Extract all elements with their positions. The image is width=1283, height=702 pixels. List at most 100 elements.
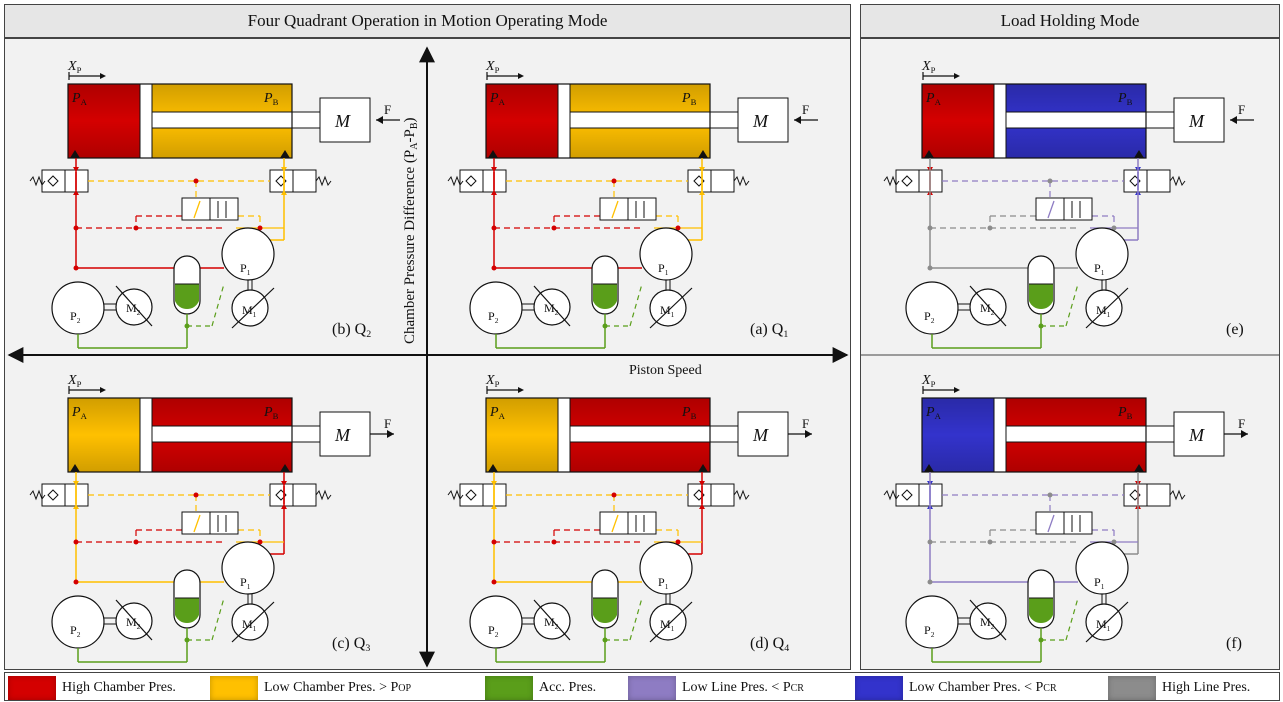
- legend-low-chamber-cr: Low Chamber Pres. < P CR: [855, 674, 1057, 702]
- acc-pilot-up: [1065, 597, 1079, 641]
- cylinder-body: [67, 83, 293, 159]
- accumulator-fluid: [175, 598, 199, 623]
- motor-m1: [1085, 289, 1123, 327]
- legend-high-line: High Line Pres.: [1108, 674, 1250, 702]
- motor-m2-var: [969, 285, 1007, 327]
- piston-rod: [1005, 111, 1175, 129]
- acc-pilot-up: [1065, 283, 1079, 327]
- valve-left-check: [47, 175, 59, 187]
- acc-pilot-up: [629, 283, 643, 327]
- junction-dot: [675, 539, 681, 545]
- xp-arrowhead: [100, 387, 106, 393]
- junction-dot: [73, 265, 79, 271]
- motor-m1: [649, 289, 687, 327]
- motor-m2-label: M2: [980, 615, 995, 631]
- junction-dot: [611, 492, 617, 498]
- chamber-a-shade: [486, 84, 568, 158]
- accumulator-fluid: [175, 284, 199, 309]
- acc-pilot-up: [211, 283, 225, 327]
- xp-label: XP: [485, 373, 500, 389]
- holding-mode-header: Load Holding Mode: [860, 4, 1280, 38]
- valve-right-check: [1129, 175, 1141, 187]
- spring-right: [315, 175, 332, 187]
- chamber-a-shade: [486, 398, 568, 472]
- force-arrowhead: [794, 116, 801, 124]
- junction-dot: [551, 539, 557, 545]
- junction-dot: [257, 539, 263, 545]
- pb-label: PB: [1117, 405, 1133, 421]
- port-a: [924, 464, 934, 472]
- junction-dot: [551, 225, 557, 231]
- spring-right: [733, 489, 750, 501]
- junction-dot: [927, 539, 933, 545]
- spring-left: [29, 175, 46, 187]
- shuttle-flow: [1047, 200, 1055, 219]
- accumulator-fluid: [593, 284, 617, 309]
- xp-label: XP: [921, 59, 936, 75]
- motor-m2-var: [533, 285, 571, 327]
- valve-right-check: [693, 489, 705, 501]
- motor-m1-var: [231, 287, 275, 329]
- force-arrowhead: [376, 116, 383, 124]
- pump-p2: [905, 281, 959, 335]
- piston-head: [993, 397, 1007, 473]
- mass-label: M: [1188, 111, 1205, 131]
- piston-rod: [151, 111, 321, 129]
- port-b: [280, 150, 290, 158]
- junction-dot: [491, 539, 497, 545]
- xp-arrowhead: [954, 387, 960, 393]
- pb-label: PB: [263, 91, 279, 107]
- port-a: [488, 150, 498, 158]
- legend-sub: CR: [1043, 682, 1057, 694]
- junction-dot: [1047, 492, 1053, 498]
- motor-m1-var: [1085, 287, 1129, 329]
- junction-dot: [193, 492, 199, 498]
- accumulator-fluid: [1029, 284, 1053, 309]
- legend-low-chamber: Low Chamber Pres. > P OP: [210, 674, 411, 702]
- panel-label-a: (a) Q1: [750, 321, 788, 340]
- junction-dot: [133, 225, 139, 231]
- piston-head: [139, 83, 153, 159]
- motor-m1: [1085, 603, 1123, 641]
- junction-dot: [987, 539, 993, 545]
- acc-junction: [184, 637, 190, 643]
- pump-p2-label: P2: [70, 623, 81, 639]
- swatch: [8, 676, 56, 700]
- port-a: [924, 150, 934, 158]
- port-b: [1134, 464, 1144, 472]
- cylinder-body: [67, 397, 293, 473]
- valve-left-check: [901, 489, 913, 501]
- pump-p1-label: P1: [240, 261, 251, 277]
- circuit-panel-e: XP PA PB M F P1 M1 P2 M2 (e): [883, 59, 1254, 349]
- junction-dot: [193, 178, 199, 184]
- chamber-a-shade: [922, 84, 1004, 158]
- acc-junction: [602, 637, 608, 643]
- motor-m1-label: M1: [660, 617, 675, 633]
- port-b: [698, 464, 708, 472]
- chamber-a-shade: [68, 84, 150, 158]
- piston-rod: [569, 111, 739, 129]
- port-a: [70, 150, 80, 158]
- motion-mode-header: Four Quadrant Operation in Motion Operat…: [4, 4, 851, 38]
- acc-junction: [1038, 637, 1044, 643]
- motor-m1: [649, 603, 687, 641]
- piston-head: [139, 397, 153, 473]
- motor-m1-label: M1: [242, 303, 257, 319]
- valve-right-check: [275, 175, 287, 187]
- pump-p1-label: P1: [1094, 261, 1105, 277]
- chamber-a-shade: [68, 398, 150, 472]
- motor-m1-var: [649, 601, 693, 643]
- force-label: F: [1238, 416, 1245, 431]
- pump-p2: [469, 281, 523, 335]
- piston-head: [993, 83, 1007, 159]
- piston-rod: [569, 425, 739, 443]
- force-arrowhead: [805, 430, 812, 438]
- valve-left-check: [901, 175, 913, 187]
- y-axis-label: Chamber Pressure Difference (PA-PB): [402, 118, 420, 345]
- pa-label: PA: [489, 405, 506, 421]
- pump-p2-label: P2: [924, 623, 935, 639]
- legend-sub: OP: [398, 682, 412, 694]
- xp-label: XP: [67, 373, 82, 389]
- valve-left-check: [465, 489, 477, 501]
